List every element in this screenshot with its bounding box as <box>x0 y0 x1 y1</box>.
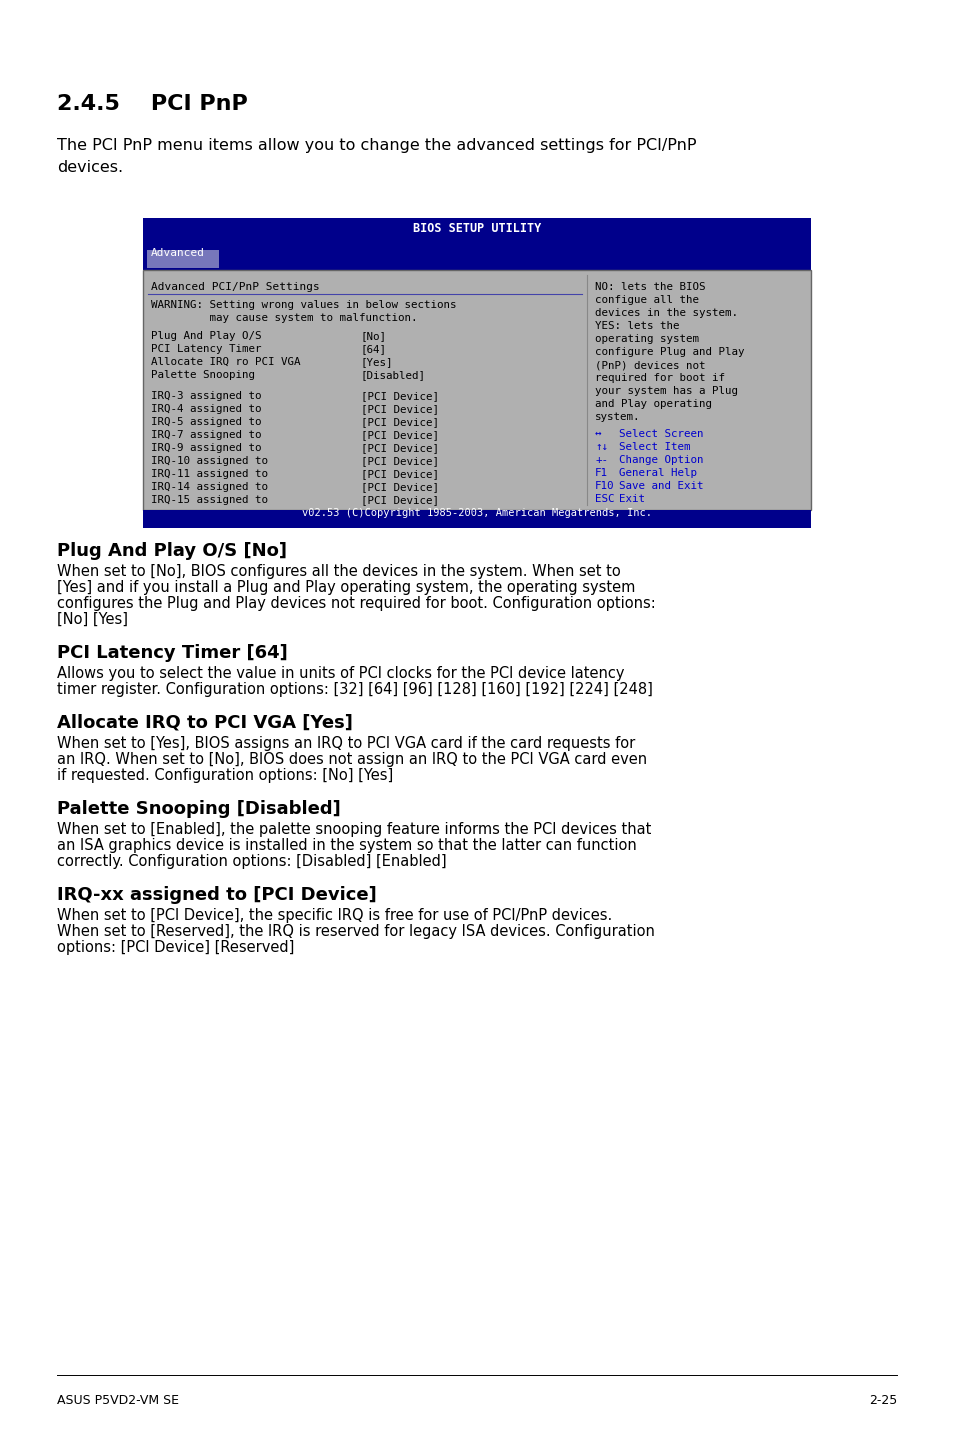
Text: (PnP) devices not: (PnP) devices not <box>595 360 705 370</box>
Text: Save and Exit: Save and Exit <box>618 480 702 490</box>
Text: operating system: operating system <box>595 334 699 344</box>
Text: [Yes]: [Yes] <box>360 357 393 367</box>
Text: system.: system. <box>595 413 639 421</box>
Text: IRQ-xx assigned to [PCI Device]: IRQ-xx assigned to [PCI Device] <box>57 886 376 905</box>
Text: The PCI PnP menu items allow you to change the advanced settings for PCI/PnP: The PCI PnP menu items allow you to chan… <box>57 138 696 152</box>
Text: an ISA graphics device is installed in the system so that the latter can functio: an ISA graphics device is installed in t… <box>57 838 636 853</box>
Text: When set to [Yes], BIOS assigns an IRQ to PCI VGA card if the card requests for: When set to [Yes], BIOS assigns an IRQ t… <box>57 736 635 751</box>
Text: configures the Plug and Play devices not required for boot. Configuration option: configures the Plug and Play devices not… <box>57 595 655 611</box>
Text: Palette Snooping [Disabled]: Palette Snooping [Disabled] <box>57 800 340 818</box>
Text: IRQ-11 assigned to: IRQ-11 assigned to <box>151 469 268 479</box>
Text: devices.: devices. <box>57 160 123 175</box>
Text: and Play operating: and Play operating <box>595 398 711 408</box>
Text: 2.4.5    PCI PnP: 2.4.5 PCI PnP <box>57 93 248 114</box>
Text: When set to [Enabled], the palette snooping feature informs the PCI devices that: When set to [Enabled], the palette snoop… <box>57 823 651 837</box>
Bar <box>147 250 219 267</box>
Bar <box>143 219 810 250</box>
Text: IRQ-3 assigned to: IRQ-3 assigned to <box>151 391 261 401</box>
Text: When set to [No], BIOS configures all the devices in the system. When set to: When set to [No], BIOS configures all th… <box>57 564 620 580</box>
Text: YES: lets the: YES: lets the <box>595 321 679 331</box>
Bar <box>143 510 810 528</box>
Text: timer register. Configuration options: [32] [64] [96] [128] [160] [192] [224] [2: timer register. Configuration options: [… <box>57 682 652 697</box>
Text: Plug And Play O/S: Plug And Play O/S <box>151 331 261 341</box>
Text: PCI Latency Timer [64]: PCI Latency Timer [64] <box>57 644 288 661</box>
Text: IRQ-15 assigned to: IRQ-15 assigned to <box>151 495 268 505</box>
Text: Allocate IRQ to PCI VGA [Yes]: Allocate IRQ to PCI VGA [Yes] <box>57 715 353 732</box>
Text: IRQ-7 assigned to: IRQ-7 assigned to <box>151 430 261 440</box>
Bar <box>143 270 810 510</box>
Text: Advanced: Advanced <box>151 247 205 257</box>
Text: an IRQ. When set to [No], BIOS does not assign an IRQ to the PCI VGA card even: an IRQ. When set to [No], BIOS does not … <box>57 752 646 766</box>
Text: your system has a Plug: your system has a Plug <box>595 385 738 395</box>
Text: ESC: ESC <box>595 495 614 503</box>
Text: devices in the system.: devices in the system. <box>595 308 738 318</box>
Text: [PCI Device]: [PCI Device] <box>360 482 438 492</box>
Text: Allows you to select the value in units of PCI clocks for the PCI device latency: Allows you to select the value in units … <box>57 666 624 682</box>
Text: [PCI Device]: [PCI Device] <box>360 456 438 466</box>
Text: +-: +- <box>595 454 607 464</box>
Text: options: [PCI Device] [Reserved]: options: [PCI Device] [Reserved] <box>57 940 294 955</box>
Text: Advanced PCI/PnP Settings: Advanced PCI/PnP Settings <box>151 282 319 292</box>
Text: [PCI Device]: [PCI Device] <box>360 391 438 401</box>
Text: required for boot if: required for boot if <box>595 372 724 383</box>
Text: IRQ-5 assigned to: IRQ-5 assigned to <box>151 417 261 427</box>
Text: ↑↓: ↑↓ <box>595 441 607 452</box>
Text: IRQ-9 assigned to: IRQ-9 assigned to <box>151 443 261 453</box>
Text: if requested. Configuration options: [No] [Yes]: if requested. Configuration options: [No… <box>57 768 393 784</box>
Text: Exit: Exit <box>618 495 644 503</box>
Text: Palette Snooping: Palette Snooping <box>151 370 254 380</box>
Text: General Help: General Help <box>618 467 697 477</box>
Text: ↔: ↔ <box>595 429 601 439</box>
Text: BIOS SETUP UTILITY: BIOS SETUP UTILITY <box>413 221 540 234</box>
Text: F10: F10 <box>595 480 614 490</box>
Text: Change Option: Change Option <box>618 454 702 464</box>
Text: [Disabled]: [Disabled] <box>360 370 426 380</box>
Text: configue all the: configue all the <box>595 295 699 305</box>
Text: configure Plug and Play: configure Plug and Play <box>595 347 743 357</box>
Text: may cause system to malfunction.: may cause system to malfunction. <box>151 313 417 324</box>
Text: IRQ-10 assigned to: IRQ-10 assigned to <box>151 456 268 466</box>
Text: ASUS P5VD2-VM SE: ASUS P5VD2-VM SE <box>57 1393 179 1406</box>
Text: WARNING: Setting wrong values in below sections: WARNING: Setting wrong values in below s… <box>151 301 456 311</box>
Text: Select Screen: Select Screen <box>618 429 702 439</box>
Text: [PCI Device]: [PCI Device] <box>360 404 438 414</box>
Text: IRQ-4 assigned to: IRQ-4 assigned to <box>151 404 261 414</box>
Text: [PCI Device]: [PCI Device] <box>360 430 438 440</box>
Text: [PCI Device]: [PCI Device] <box>360 495 438 505</box>
Text: v02.53 (C)Copyright 1985-2003, American Megatrends, Inc.: v02.53 (C)Copyright 1985-2003, American … <box>302 508 651 518</box>
Bar <box>143 250 810 270</box>
Text: NO: lets the BIOS: NO: lets the BIOS <box>595 282 705 292</box>
Text: [PCI Device]: [PCI Device] <box>360 443 438 453</box>
Text: [PCI Device]: [PCI Device] <box>360 469 438 479</box>
Text: Plug And Play O/S [No]: Plug And Play O/S [No] <box>57 542 287 559</box>
Text: IRQ-14 assigned to: IRQ-14 assigned to <box>151 482 268 492</box>
Text: PCI Latency Timer: PCI Latency Timer <box>151 344 261 354</box>
Text: When set to [Reserved], the IRQ is reserved for legacy ISA devices. Configuratio: When set to [Reserved], the IRQ is reser… <box>57 925 654 939</box>
Text: [No] [Yes]: [No] [Yes] <box>57 613 128 627</box>
Text: F1: F1 <box>595 467 607 477</box>
Text: When set to [PCI Device], the specific IRQ is free for use of PCI/PnP devices.: When set to [PCI Device], the specific I… <box>57 907 612 923</box>
Text: [No]: [No] <box>360 331 387 341</box>
Text: 2-25: 2-25 <box>868 1393 896 1406</box>
Text: [64]: [64] <box>360 344 387 354</box>
Text: Allocate IRQ ro PCI VGA: Allocate IRQ ro PCI VGA <box>151 357 300 367</box>
Text: Select Item: Select Item <box>618 441 690 452</box>
Text: [PCI Device]: [PCI Device] <box>360 417 438 427</box>
Text: correctly. Configuration options: [Disabled] [Enabled]: correctly. Configuration options: [Disab… <box>57 854 446 869</box>
Text: [Yes] and if you install a Plug and Play operating system, the operating system: [Yes] and if you install a Plug and Play… <box>57 580 635 595</box>
